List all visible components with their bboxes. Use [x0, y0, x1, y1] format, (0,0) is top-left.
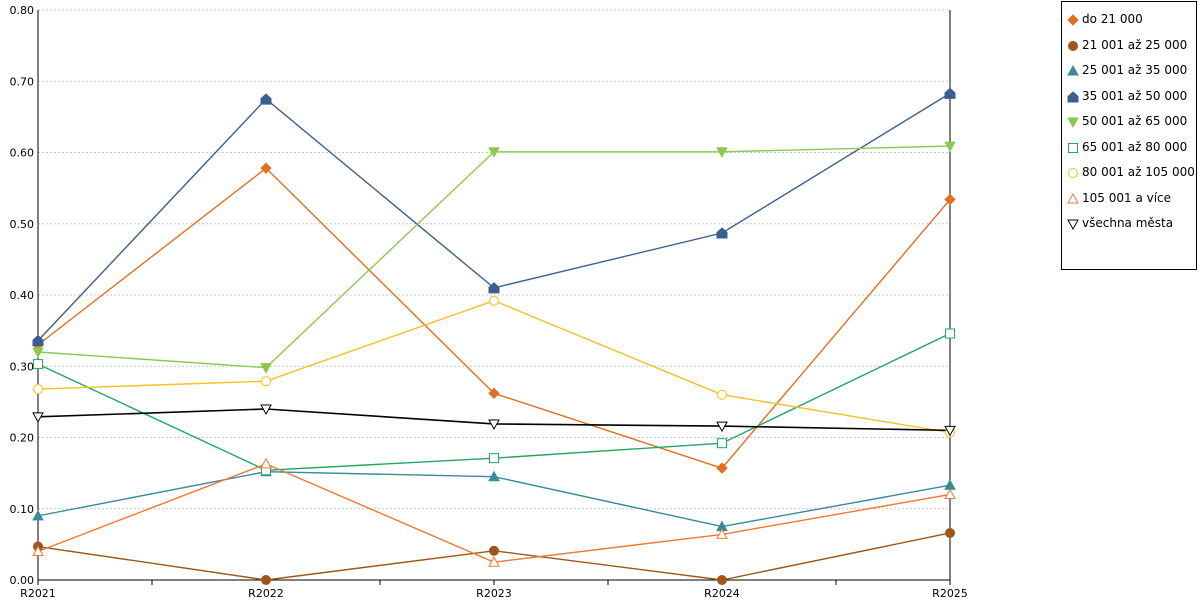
- legend-item: 105 001 a více: [1062, 189, 1196, 209]
- legend-item: 65 001 až 80 000: [1062, 138, 1196, 158]
- y-tick-label: 0.10: [10, 503, 35, 516]
- y-tick-label: 0.30: [10, 360, 35, 373]
- legend-marker-icon: [1067, 14, 1079, 26]
- data-point: [944, 479, 956, 490]
- legend-label: 105 001 a více: [1082, 190, 1172, 205]
- legend-label: do 21 000: [1082, 12, 1143, 26]
- legend-item: 21 001 až 25 000: [1062, 36, 1196, 56]
- data-point: [33, 359, 43, 370]
- legend-label: všechna města: [1082, 216, 1174, 230]
- series-lines: [37, 92, 951, 581]
- legend-marker-icon: [1067, 219, 1079, 231]
- data-point: [717, 438, 727, 449]
- legend-marker: [1067, 90, 1079, 102]
- data-point: [944, 87, 956, 99]
- legend-label: 25 001 až 35 000: [1082, 63, 1188, 77]
- data-point: [488, 147, 500, 158]
- series-line: [37, 145, 951, 369]
- data-point: [260, 457, 272, 469]
- legend-label: 21 001 až 25 000: [1082, 37, 1188, 52]
- legend-item: 35 001 až 50 000: [1062, 87, 1196, 107]
- data-point: [32, 347, 44, 359]
- y-tick-label: 0.00: [10, 574, 35, 587]
- data-point: [32, 545, 44, 556]
- legend-item: 80 001 až 105 000: [1062, 163, 1196, 183]
- legend-item: 50 001 až 65 000: [1062, 112, 1196, 132]
- data-point: [944, 141, 956, 153]
- data-point: [32, 509, 44, 521]
- data-point: [489, 545, 499, 556]
- data-point: [716, 147, 728, 158]
- data-point: [717, 389, 727, 400]
- x-tick-label: R2023: [476, 587, 512, 600]
- data-point: [944, 488, 956, 499]
- legend-marker-icon: [1067, 117, 1079, 129]
- x-tick-label: R2025: [932, 587, 968, 600]
- data-point: [33, 384, 43, 395]
- data-point: [488, 556, 500, 567]
- data-point: [488, 282, 500, 294]
- data-point: [945, 328, 955, 339]
- x-tick-label: R2024: [704, 587, 740, 600]
- legend-item: do 21 000: [1062, 10, 1196, 30]
- legend-marker-icon: [1068, 40, 1078, 51]
- legend-label: 80 001 až 105 000: [1082, 165, 1195, 179]
- y-tick-label: 0.80: [10, 4, 35, 17]
- series-line: [37, 332, 951, 471]
- y-tick-label: 0.50: [10, 218, 35, 231]
- legend-marker-icon: [1067, 192, 1079, 203]
- legend-item: 25 001 až 35 000: [1062, 61, 1196, 81]
- legend-marker-icon: [1068, 142, 1078, 153]
- data-point: [32, 412, 44, 423]
- tick-labels: 0.00 0.10 0.20 0.30 0.40 0.50 0.60 0.70 0.80 R202…: [10, 4, 968, 600]
- legend-marker: [1068, 168, 1078, 178]
- legend-label: 50 001 až 65 000: [1082, 114, 1188, 128]
- y-tick-label: 0.60: [10, 147, 35, 160]
- data-point: [260, 93, 272, 105]
- data-point: [261, 376, 271, 387]
- legend-marker: [1067, 14, 1079, 26]
- data-point: [716, 462, 728, 474]
- legend-marker: [1067, 117, 1079, 129]
- legend-marker: [1068, 40, 1078, 51]
- legend-label: 35 001 až 50 000: [1082, 88, 1188, 103]
- data-point: [717, 575, 727, 585]
- legend-label: 65 001 až 80 000: [1082, 139, 1188, 154]
- legend-marker-icon: [1067, 64, 1079, 76]
- x-tick-label: R2021: [20, 587, 56, 600]
- data-point: [488, 419, 500, 430]
- x-tick-label: R2022: [248, 587, 284, 600]
- data-point: [488, 387, 500, 400]
- data-point: [944, 425, 956, 437]
- data-point: [260, 404, 272, 416]
- y-tick-label: 0.20: [10, 432, 35, 445]
- y-tick-label: 0.40: [10, 289, 35, 302]
- legend-marker: [1067, 219, 1079, 231]
- data-point: [261, 575, 271, 585]
- data-point: [945, 527, 955, 538]
- data-point: [489, 453, 499, 464]
- legend-marker-icon: [1067, 90, 1079, 102]
- data-point: [716, 421, 728, 433]
- legend-marker-icon: [1068, 168, 1078, 178]
- data-point: [716, 227, 728, 239]
- legend-item: všechna města: [1062, 214, 1196, 234]
- data-point: [944, 193, 956, 206]
- data-point: [260, 162, 272, 174]
- legend-marker: [1067, 64, 1079, 76]
- data-point: [32, 334, 44, 347]
- y-tick-label: 0.70: [10, 75, 35, 88]
- data-point: [716, 528, 728, 539]
- data-point: [260, 363, 272, 374]
- series-markers: [32, 87, 956, 585]
- legend-marker: [1067, 192, 1079, 203]
- data-point: [489, 295, 499, 306]
- data-point: [488, 470, 500, 482]
- grid-lines: [38, 9, 950, 510]
- chart-legend: do 21 000 21 001 až 25 000 25 001 až 35 00…: [1061, 1, 1197, 270]
- legend-marker: [1068, 142, 1078, 153]
